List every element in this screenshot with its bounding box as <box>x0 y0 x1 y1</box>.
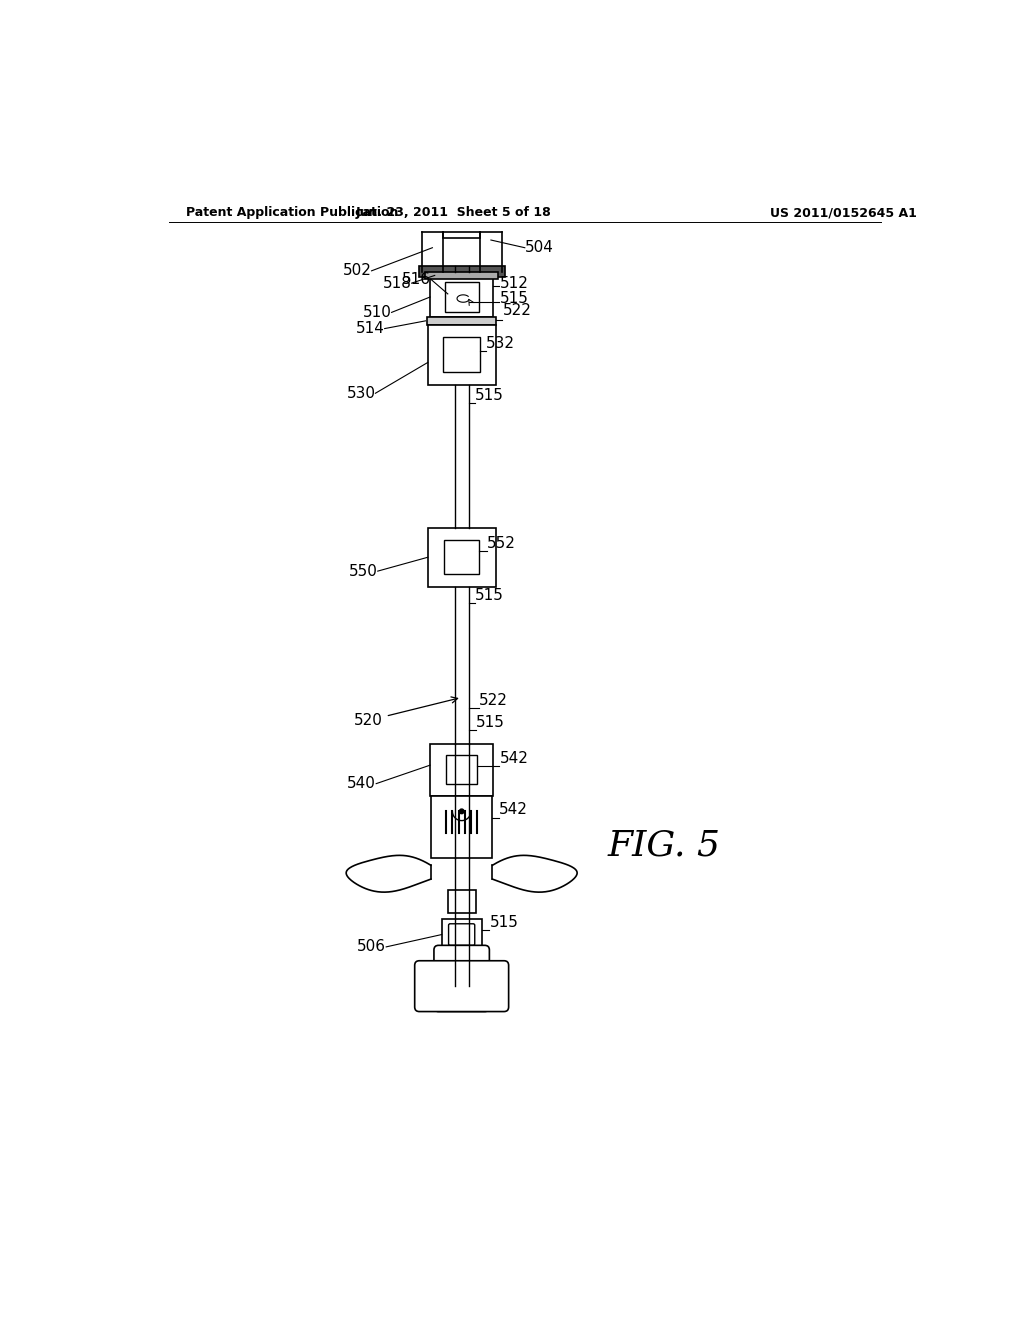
Bar <box>427 317 497 325</box>
FancyBboxPatch shape <box>434 945 489 1011</box>
Bar <box>430 277 494 317</box>
FancyBboxPatch shape <box>415 961 509 1011</box>
Text: 502: 502 <box>343 263 372 279</box>
Text: 510: 510 <box>362 305 391 319</box>
Text: 514: 514 <box>355 321 385 337</box>
Bar <box>444 282 478 312</box>
Text: 540: 540 <box>347 776 376 791</box>
Text: 504: 504 <box>524 240 554 255</box>
Text: Jun. 23, 2011  Sheet 5 of 18: Jun. 23, 2011 Sheet 5 of 18 <box>356 206 552 219</box>
Bar <box>428 325 496 385</box>
Text: 522: 522 <box>503 302 531 318</box>
Bar <box>443 337 480 372</box>
Bar <box>446 755 477 784</box>
Bar <box>431 796 493 858</box>
Bar <box>447 890 475 913</box>
Text: 530: 530 <box>346 385 376 401</box>
Text: 552: 552 <box>487 536 516 550</box>
Text: 515: 515 <box>489 915 518 929</box>
Text: 506: 506 <box>357 940 386 954</box>
Polygon shape <box>493 855 578 892</box>
Bar <box>419 267 505 277</box>
FancyBboxPatch shape <box>449 924 475 945</box>
Bar <box>430 743 494 796</box>
Polygon shape <box>346 855 431 892</box>
Text: 532: 532 <box>486 335 515 351</box>
Text: 520: 520 <box>354 697 458 729</box>
Circle shape <box>460 809 464 813</box>
Bar <box>428 528 496 586</box>
Text: 515: 515 <box>475 589 504 603</box>
Text: US 2011/0152645 A1: US 2011/0152645 A1 <box>770 206 916 219</box>
Text: 518: 518 <box>383 276 412 290</box>
Bar <box>444 540 479 574</box>
Bar <box>425 272 498 279</box>
Text: 516: 516 <box>401 272 431 286</box>
Text: 515: 515 <box>476 714 505 730</box>
Bar <box>441 919 481 950</box>
Text: 550: 550 <box>349 564 378 578</box>
Text: FIG. 5: FIG. 5 <box>608 829 721 862</box>
Text: Patent Application Publication: Patent Application Publication <box>186 206 398 219</box>
Text: 542: 542 <box>500 751 528 766</box>
Text: 515: 515 <box>500 290 528 306</box>
Text: 515: 515 <box>475 388 504 403</box>
Text: 512: 512 <box>500 276 528 290</box>
Text: 542: 542 <box>499 803 527 817</box>
Text: 522: 522 <box>479 693 508 708</box>
Bar <box>443 232 480 239</box>
